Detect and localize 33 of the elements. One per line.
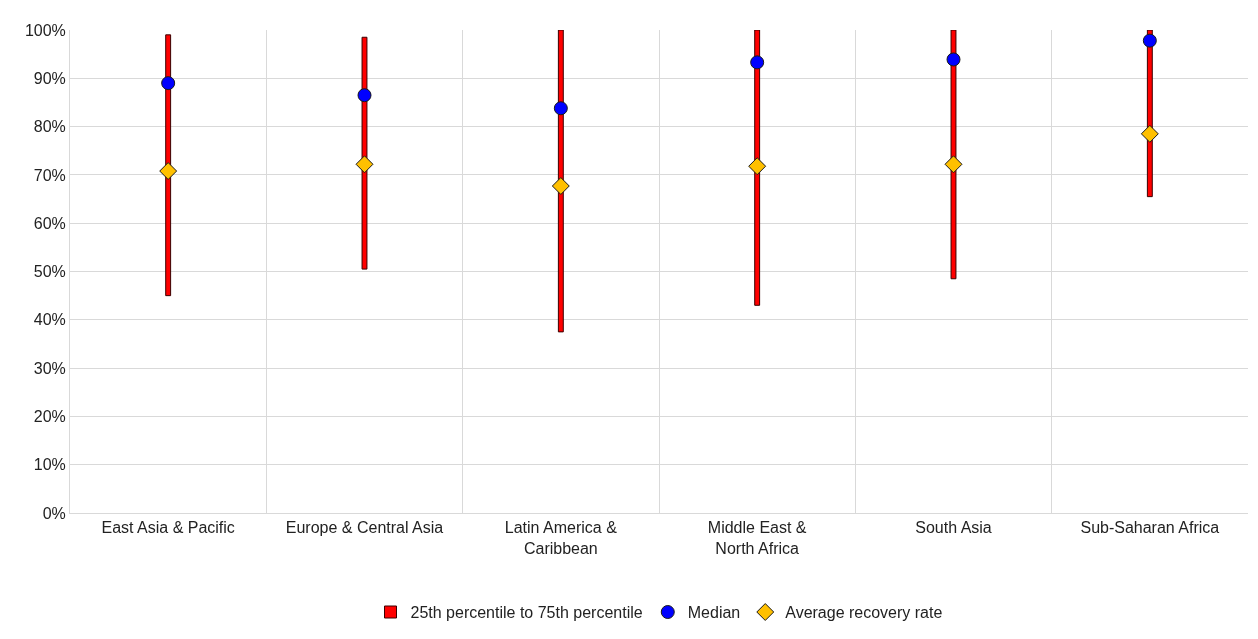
point xyxy=(1142,33,1157,48)
y-tick-label: 30% xyxy=(33,359,66,377)
y-tick-label: 80% xyxy=(33,118,66,136)
point xyxy=(161,76,176,91)
point xyxy=(159,162,178,180)
x-tick-label: Middle East & North Africa xyxy=(707,519,807,557)
legend-label: Average recovery rate xyxy=(785,604,943,622)
point xyxy=(357,88,372,103)
y-tick-label: 50% xyxy=(33,263,66,281)
x-tick-label: Europe & Central Asia xyxy=(285,519,444,537)
y-tick-label: 20% xyxy=(33,408,66,425)
y-tick-label: 0% xyxy=(42,504,66,522)
point xyxy=(355,155,374,174)
y-tick-label: 70% xyxy=(33,166,66,184)
y-tick-label: 40% xyxy=(33,311,66,329)
bar xyxy=(165,34,172,297)
y-tick-label: 90% xyxy=(33,69,66,87)
y-tick-label: 100% xyxy=(24,21,66,39)
point xyxy=(944,155,963,174)
point xyxy=(750,55,765,70)
point xyxy=(946,52,961,67)
y-tick-label: 10% xyxy=(33,456,66,474)
legend-label: Median xyxy=(687,604,741,622)
point xyxy=(1140,124,1159,143)
x-tick-label: Latin America & Caribbean xyxy=(504,519,618,557)
y-tick-label: 60% xyxy=(33,214,66,232)
x-tick-label: East Asia & Pacific xyxy=(101,519,235,537)
point xyxy=(553,101,568,116)
point xyxy=(748,157,767,176)
legend-label: 25th percentile to 75th percentile xyxy=(410,604,643,622)
point xyxy=(551,177,570,195)
x-tick-label: Sub-Saharan Africa xyxy=(1080,519,1220,537)
x-tick-label: South Asia xyxy=(915,519,992,537)
